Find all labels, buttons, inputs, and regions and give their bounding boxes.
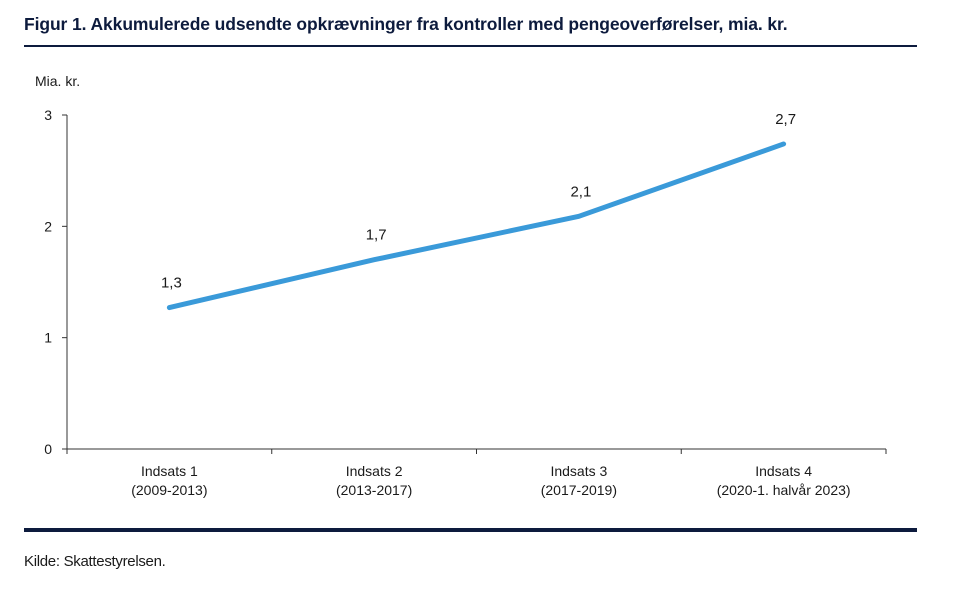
y-tick-label: 2	[44, 218, 52, 234]
data-label: 2,7	[775, 111, 796, 128]
chart-title: Figur 1. Akkumulerede udsendte opkrævnin…	[24, 14, 788, 34]
data-point	[578, 215, 580, 217]
series-line	[166, 141, 787, 311]
x-tick-label: Indsats 1 (2009-2013)	[131, 463, 207, 498]
y-tick-label: 0	[44, 441, 52, 457]
footer-divider	[24, 528, 917, 532]
data-point	[783, 143, 785, 145]
title-divider	[24, 45, 917, 47]
data-label: 1,7	[366, 227, 387, 244]
y-tick-label: 1	[44, 330, 52, 346]
y-axis-label: Mia. kr.	[35, 73, 80, 89]
x-tick-label: Indsats 4 (2020-1. halvår 2023)	[717, 463, 851, 498]
x-tick-label: Indsats 2 (2013-2017)	[336, 463, 412, 498]
data-label: 2,1	[570, 183, 591, 200]
y-tick-label: 3	[44, 107, 52, 123]
source-note: Kilde: Skattestyrelsen.	[24, 553, 166, 570]
x-tick-label: Indsats 3 (2017-2019)	[541, 463, 617, 498]
data-label: 1,3	[161, 275, 182, 292]
data-point	[168, 307, 170, 309]
data-point	[373, 259, 375, 261]
